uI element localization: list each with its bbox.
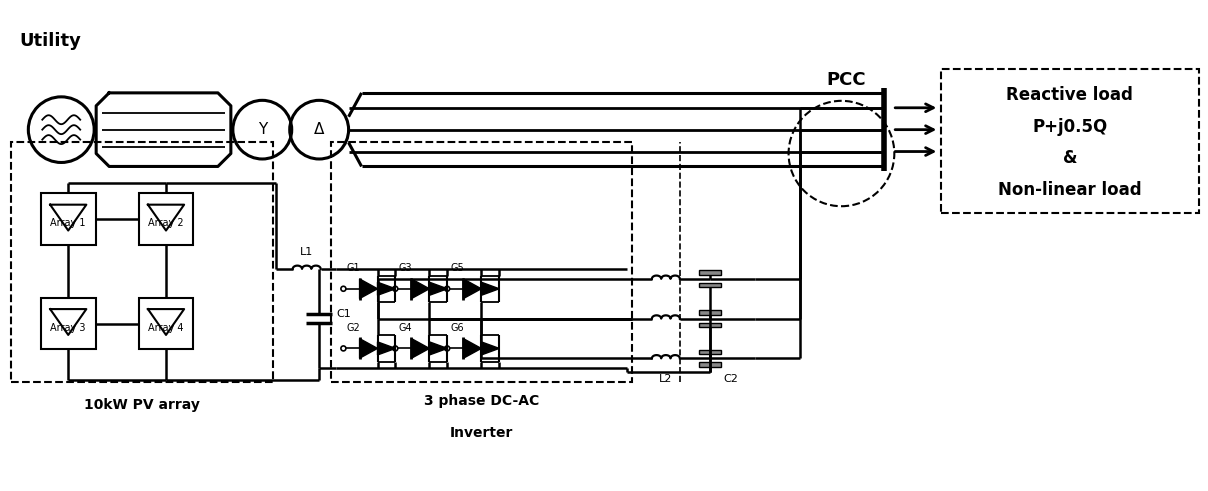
Polygon shape <box>412 279 429 299</box>
Text: PCC: PCC <box>826 71 866 89</box>
Polygon shape <box>378 342 395 355</box>
Text: G3: G3 <box>399 264 412 273</box>
Text: C2: C2 <box>724 374 738 384</box>
Bar <box>41 298 95 350</box>
Polygon shape <box>429 342 447 355</box>
Bar <box>698 350 721 355</box>
Polygon shape <box>378 282 395 295</box>
Text: Y: Y <box>257 122 267 137</box>
Text: Inverter: Inverter <box>449 426 513 440</box>
Text: G6: G6 <box>451 323 464 333</box>
Text: L1: L1 <box>300 247 313 257</box>
Polygon shape <box>360 279 378 299</box>
Bar <box>139 298 193 350</box>
Text: Non-linear load: Non-linear load <box>998 181 1142 199</box>
Bar <box>941 69 1198 213</box>
Text: Reactive load: Reactive load <box>1006 86 1133 104</box>
Text: G2: G2 <box>347 323 361 333</box>
Text: Array 2: Array 2 <box>149 218 184 228</box>
Text: P+j0.5Q: P+j0.5Q <box>1033 118 1108 136</box>
Text: Array 3: Array 3 <box>51 323 86 333</box>
Text: G5: G5 <box>451 264 465 273</box>
Text: L2: L2 <box>660 374 673 384</box>
Polygon shape <box>481 282 499 295</box>
Text: Δ: Δ <box>314 122 324 137</box>
Bar <box>698 310 721 315</box>
Polygon shape <box>360 339 378 358</box>
Text: Array 1: Array 1 <box>51 218 86 228</box>
Polygon shape <box>464 279 481 299</box>
Text: C1: C1 <box>337 309 352 319</box>
Polygon shape <box>429 282 447 295</box>
Text: G4: G4 <box>399 323 412 333</box>
Text: Array 4: Array 4 <box>149 323 184 333</box>
Bar <box>139 193 193 245</box>
Bar <box>11 141 273 382</box>
Bar <box>698 323 721 327</box>
Polygon shape <box>412 339 429 358</box>
Polygon shape <box>481 342 499 355</box>
Text: Utility: Utility <box>19 32 81 50</box>
Bar <box>698 362 721 367</box>
Text: 10kW PV array: 10kW PV array <box>85 398 201 412</box>
Bar <box>331 141 632 382</box>
Text: G1: G1 <box>347 264 361 273</box>
Bar <box>41 193 95 245</box>
Bar <box>698 283 721 287</box>
Bar <box>698 271 721 275</box>
Polygon shape <box>464 339 481 358</box>
Text: &: & <box>1063 149 1078 167</box>
Text: 3 phase DC-AC: 3 phase DC-AC <box>424 394 539 408</box>
